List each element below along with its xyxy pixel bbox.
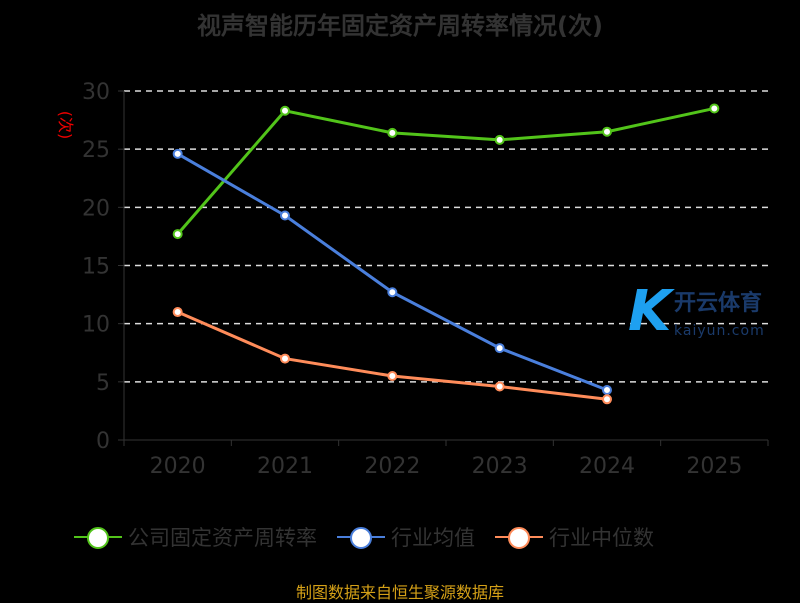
watermark-url: kaiyun.com bbox=[674, 323, 765, 339]
data-point bbox=[280, 105, 290, 116]
legend-label: 行业中位数 bbox=[549, 526, 654, 550]
data-point bbox=[602, 384, 612, 395]
y-tick-label: 5 bbox=[96, 371, 110, 396]
data-point bbox=[494, 381, 505, 392]
y-tick-label: 10 bbox=[82, 313, 110, 338]
y-tick-label: 15 bbox=[82, 255, 110, 280]
y-tick-label: 0 bbox=[96, 429, 110, 454]
legend-label: 行业均值 bbox=[391, 526, 475, 550]
data-point bbox=[280, 353, 290, 364]
x-tick-label: 2025 bbox=[686, 454, 742, 479]
data-point bbox=[709, 103, 720, 114]
data-point bbox=[494, 134, 505, 145]
data-point bbox=[602, 126, 612, 137]
source-note: 制图数据来自恒生聚源数据库 bbox=[295, 583, 504, 602]
legend-item-industry-median[interactable]: 行业中位数 bbox=[495, 522, 654, 552]
x-tick-label: 2022 bbox=[364, 454, 420, 479]
data-point bbox=[494, 343, 505, 354]
series-line-0 bbox=[176, 106, 715, 236]
legend-item-industry-avg[interactable]: 行业均值 bbox=[337, 522, 475, 552]
watermark-logo: K 开云体育 kaiyun.com bbox=[628, 284, 773, 360]
legend-item-company[interactable]: 公司固定资产周转率 bbox=[74, 522, 317, 552]
y-tick-label: 25 bbox=[82, 138, 110, 163]
data-point bbox=[172, 307, 183, 318]
series-line-2 bbox=[177, 310, 608, 401]
legend-label: 公司固定资产周转率 bbox=[128, 526, 317, 550]
data-point bbox=[387, 287, 398, 298]
y-axis-label: (次) bbox=[56, 111, 75, 140]
data-point bbox=[387, 127, 398, 138]
data-point bbox=[280, 210, 290, 221]
data-point bbox=[602, 394, 612, 405]
data-point bbox=[387, 371, 398, 382]
x-tick-label: 2023 bbox=[472, 454, 528, 479]
series-line-1 bbox=[176, 152, 608, 392]
x-tick-label: 2020 bbox=[150, 454, 206, 479]
chart-title: 视声智能历年固定资产周转率情况(次) bbox=[197, 12, 603, 40]
legend: 公司固定资产周转率 行业均值 行业中位数 bbox=[74, 522, 654, 552]
data-point bbox=[172, 229, 183, 240]
x-tick-label: 2024 bbox=[579, 454, 635, 479]
watermark-k: K bbox=[628, 279, 672, 344]
data-point bbox=[172, 148, 183, 159]
watermark-name: 开云体育 bbox=[674, 291, 763, 316]
x-tick-label: 2021 bbox=[257, 454, 313, 479]
y-tick-label: 30 bbox=[82, 80, 110, 105]
y-tick-label: 20 bbox=[82, 196, 110, 221]
